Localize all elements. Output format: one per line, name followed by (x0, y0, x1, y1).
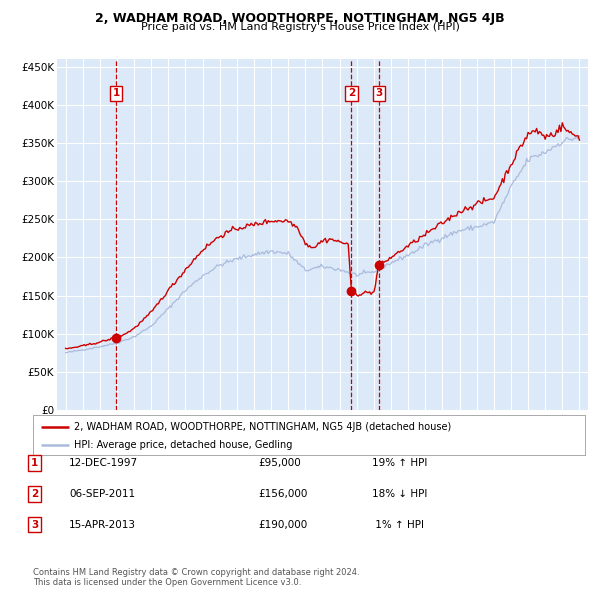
Text: 06-SEP-2011: 06-SEP-2011 (69, 489, 135, 499)
Text: 1: 1 (31, 458, 38, 468)
Text: 1% ↑ HPI: 1% ↑ HPI (372, 520, 424, 529)
Text: 12-DEC-1997: 12-DEC-1997 (69, 458, 138, 468)
Text: Price paid vs. HM Land Registry's House Price Index (HPI): Price paid vs. HM Land Registry's House … (140, 22, 460, 32)
Text: 18% ↓ HPI: 18% ↓ HPI (372, 489, 427, 499)
Text: £156,000: £156,000 (258, 489, 307, 499)
Text: HPI: Average price, detached house, Gedling: HPI: Average price, detached house, Gedl… (74, 441, 293, 450)
Text: Contains HM Land Registry data © Crown copyright and database right 2024.
This d: Contains HM Land Registry data © Crown c… (33, 568, 359, 587)
Text: 15-APR-2013: 15-APR-2013 (69, 520, 136, 529)
Text: £95,000: £95,000 (258, 458, 301, 468)
Text: 2: 2 (31, 489, 38, 499)
Text: 2: 2 (347, 88, 355, 99)
Text: 2, WADHAM ROAD, WOODTHORPE, NOTTINGHAM, NG5 4JB (detached house): 2, WADHAM ROAD, WOODTHORPE, NOTTINGHAM, … (74, 422, 452, 432)
Text: 3: 3 (31, 520, 38, 529)
Text: 1: 1 (112, 88, 120, 99)
Text: 2, WADHAM ROAD, WOODTHORPE, NOTTINGHAM, NG5 4JB: 2, WADHAM ROAD, WOODTHORPE, NOTTINGHAM, … (95, 12, 505, 25)
Text: 3: 3 (375, 88, 382, 99)
Text: £190,000: £190,000 (258, 520, 307, 529)
Text: 19% ↑ HPI: 19% ↑ HPI (372, 458, 427, 468)
